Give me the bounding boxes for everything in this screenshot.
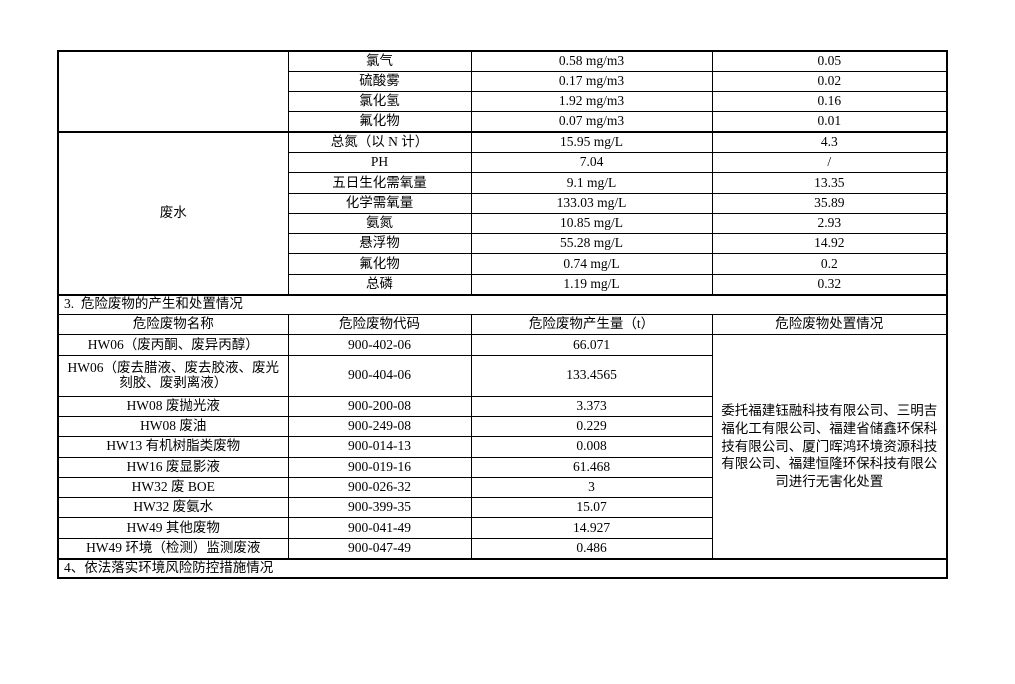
emission-amount-cell: 4.3 xyxy=(711,131,948,153)
waste-code-cell: 900-402-06 xyxy=(287,334,472,356)
concentration-cell: 0.07 mg/m3 xyxy=(470,111,713,133)
concentration-cell: 0.74 mg/L xyxy=(470,253,713,275)
waste-code-cell: 900-047-49 xyxy=(287,537,472,560)
table-row: 氯化氢 1.92 mg/m3 0.16 xyxy=(58,91,948,113)
concentration-cell: 1.92 mg/m3 xyxy=(470,91,713,113)
waste-amount-cell: 15.07 xyxy=(470,497,713,519)
waste-name-cell: HW49 其他废物 xyxy=(57,517,289,539)
table-row: HW06（废去腊液、废去胶液、废光刻胶、废剥离液） 900-404-06 133… xyxy=(57,354,947,397)
waste-code-cell: 900-249-08 xyxy=(287,415,472,438)
concentration-cell: 55.28 mg/L xyxy=(470,233,713,255)
emission-amount-cell: 0.32 xyxy=(711,273,948,296)
environmental-report-table: 氯气 0.58 mg/m3 0.05 硫酸雾 0.17 mg/m3 0.02 氯… xyxy=(57,50,948,579)
pollutant-name-cell: 氟化物 xyxy=(287,253,472,275)
pollutant-name-cell: 氯化氢 xyxy=(287,91,472,113)
waste-name-cell: HW32 废 BOE xyxy=(57,476,289,499)
table-row: HW13 有机树脂类废物 900-014-13 0.008 xyxy=(57,436,947,458)
pollutant-name-cell: 总氮（以 N 计） xyxy=(287,131,472,153)
emission-amount-cell: 0.05 xyxy=(711,50,948,72)
waste-amount-cell: 14.927 xyxy=(470,517,713,539)
header-waste-disposal: 危险废物处置情况 xyxy=(711,314,948,336)
waste-code-cell: 900-026-32 xyxy=(287,476,472,499)
waste-name-cell: HW16 废显影液 xyxy=(57,456,289,478)
waste-name-cell: HW06（废丙酮、废异丙醇） xyxy=(57,334,289,356)
pollutant-name-cell: 五日生化需氧量 xyxy=(287,172,472,194)
waste-amount-cell: 3.373 xyxy=(470,395,713,417)
emission-amount-cell: / xyxy=(711,151,948,174)
table-row: HW06（废丙酮、废异丙醇） 900-402-06 66.071 委托福建钰融科… xyxy=(57,334,948,560)
waste-amount-cell: 0.229 xyxy=(470,415,713,438)
emission-amount-cell: 35.89 xyxy=(711,192,948,214)
waste-code-cell: 900-019-16 xyxy=(287,456,472,478)
waste-amount-cell: 66.071 xyxy=(470,334,713,356)
waste-code-cell: 900-399-35 xyxy=(287,497,472,519)
waste-name-cell: HW32 废氨水 xyxy=(57,497,289,519)
waste-code-cell: 900-200-08 xyxy=(287,395,472,417)
concentration-cell: 15.95 mg/L xyxy=(470,131,713,153)
waste-name-cell: HW06（废去腊液、废去胶液、废光刻胶、废剥离液） xyxy=(57,354,289,397)
waste-amount-cell: 133.4565 xyxy=(470,354,713,397)
section4-title: 4、依法落实环境风险防控措施情况 xyxy=(57,557,948,579)
header-waste-name: 危险废物名称 xyxy=(57,314,289,336)
concentration-cell: 7.04 xyxy=(470,151,713,174)
table-row: 氟化物 0.74 mg/L 0.2 xyxy=(58,253,948,275)
waste-name-cell: HW13 有机树脂类废物 xyxy=(57,436,289,458)
pollutant-name-cell: 化学需氧量 xyxy=(287,192,472,214)
emission-amount-cell: 0.01 xyxy=(711,111,948,133)
emission-amount-cell: 0.2 xyxy=(711,253,948,275)
table-row: 化学需氧量 133.03 mg/L 35.89 xyxy=(58,192,948,214)
section4-title-row: 4、依法落实环境风险防控措施情况 xyxy=(57,557,948,579)
emission-amount-cell: 13.35 xyxy=(711,172,948,194)
waste-disposal-cell: 委托福建钰融科技有限公司、三明吉福化工有限公司、福建省储鑫环保科技有限公司、厦门… xyxy=(711,334,948,560)
pollutant-name-cell: 悬浮物 xyxy=(287,233,472,255)
waste-amount-cell: 0.008 xyxy=(470,436,713,458)
pollutant-name-cell: 硫酸雾 xyxy=(287,70,472,93)
waste-name-cell: HW08 废抛光液 xyxy=(57,395,289,417)
concentration-cell: 133.03 mg/L xyxy=(470,192,713,214)
table-row: 悬浮物 55.28 mg/L 14.92 xyxy=(58,233,948,255)
header-waste-code: 危险废物代码 xyxy=(287,314,472,336)
emission-amount-cell: 0.16 xyxy=(711,91,948,113)
table-row: 总磷 1.19 mg/L 0.32 xyxy=(58,273,948,296)
table-row: HW16 废显影液 900-019-16 61.468 xyxy=(57,456,947,478)
emission-amount-cell: 0.02 xyxy=(711,70,948,93)
table-row: 废水 总氮（以 N 计） 15.95 mg/L 4.3 xyxy=(57,131,948,296)
header-waste-amount: 危险废物产生量（t） xyxy=(470,314,713,336)
concentration-cell: 1.19 mg/L xyxy=(470,273,713,296)
waste-name-cell: HW08 废油 xyxy=(57,415,289,438)
waste-code-cell: 900-041-49 xyxy=(287,517,472,539)
pollutant-name-cell: 氟化物 xyxy=(287,111,472,133)
concentration-cell: 0.17 mg/m3 xyxy=(470,70,713,93)
hazwaste-header-row: 危险废物名称 危险废物代码 危险废物产生量（t） 危险废物处置情况 xyxy=(57,314,948,336)
waste-name-cell: HW49 环境（检测）监测废液 xyxy=(57,537,289,560)
table-row: HW49 环境（检测）监测废液 900-047-49 0.486 xyxy=(57,537,947,560)
emission-amount-cell: 2.93 xyxy=(711,212,948,235)
table-row: PH 7.04 / xyxy=(58,151,948,174)
emission-amount-cell: 14.92 xyxy=(711,233,948,255)
waste-amount-cell: 3 xyxy=(470,476,713,499)
waste-amount-cell: 0.486 xyxy=(470,537,713,560)
waste-code-cell: 900-014-13 xyxy=(287,436,472,458)
waste-gas-category-cell xyxy=(57,50,289,133)
waste-code-cell: 900-404-06 xyxy=(287,354,472,397)
concentration-cell: 9.1 mg/L xyxy=(470,172,713,194)
concentration-cell: 10.85 mg/L xyxy=(470,212,713,235)
waste-amount-cell: 61.468 xyxy=(470,456,713,478)
wastewater-category-cell: 废水 xyxy=(57,131,289,296)
pollutant-name-cell: PH xyxy=(287,151,472,174)
section3-title: 3. 危险废物的产生和处置情况 xyxy=(57,293,948,316)
section3-title-row: 3. 危险废物的产生和处置情况 xyxy=(57,293,948,316)
pollutant-name-cell: 总磷 xyxy=(287,273,472,296)
pollutant-name-cell: 氨氮 xyxy=(287,212,472,235)
pollutant-name-cell: 氯气 xyxy=(287,50,472,72)
table-row: 氯气 0.58 mg/m3 0.05 xyxy=(57,50,948,133)
table-row: HW08 废抛光液 900-200-08 3.373 xyxy=(57,395,947,417)
concentration-cell: 0.58 mg/m3 xyxy=(470,50,713,72)
